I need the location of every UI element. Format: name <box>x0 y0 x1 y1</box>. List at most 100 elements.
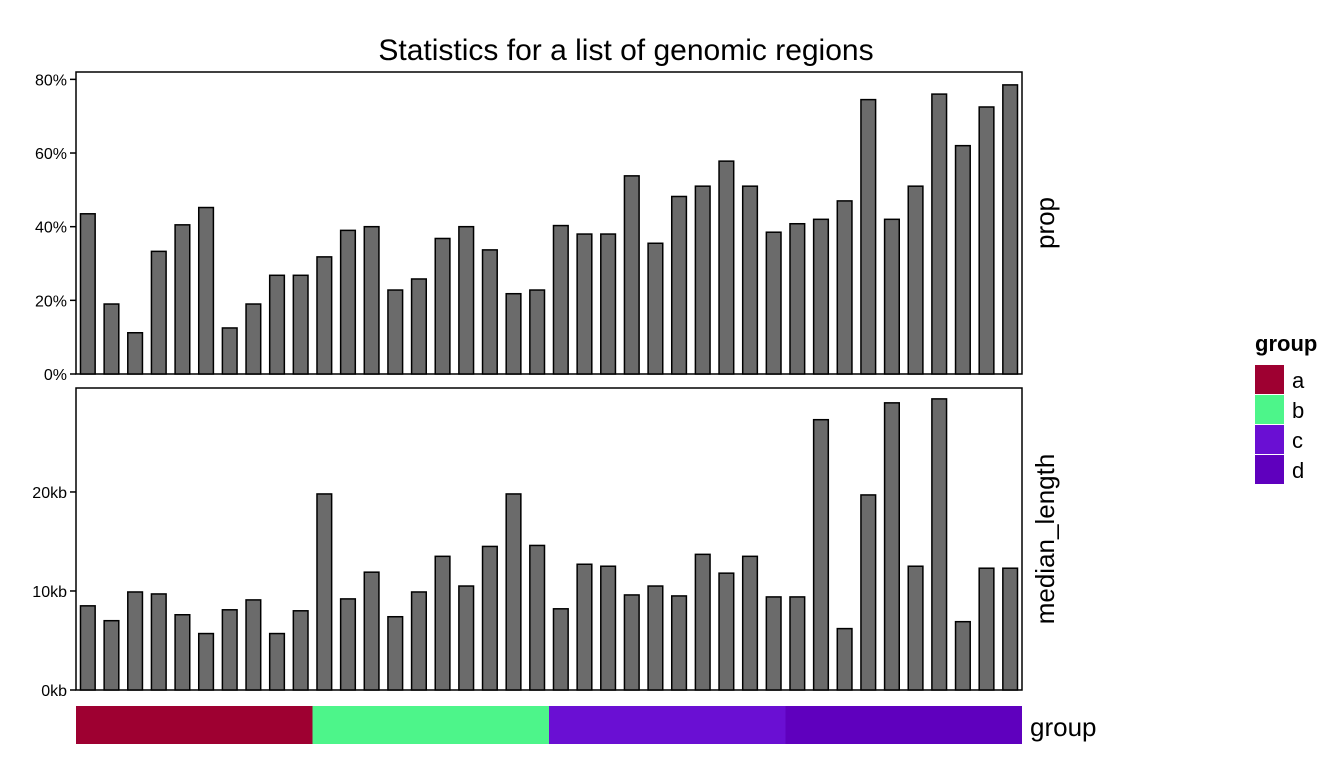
prop-bar <box>954 144 971 375</box>
median-length-bar <box>954 620 971 691</box>
legend-swatch-b <box>1255 395 1284 424</box>
prop-bars <box>79 84 1019 375</box>
legend-label-a: a <box>1292 368 1305 393</box>
median-length-panel-label: median_length <box>1030 454 1060 625</box>
legend-title: group <box>1255 331 1317 356</box>
median-length-bar <box>363 571 380 691</box>
prop-bar <box>1002 84 1019 375</box>
prop-panel: 0% 20% 40% 60% 80% prop <box>35 71 1060 384</box>
prop-bar <box>741 185 759 375</box>
median-length-bar <box>529 544 546 691</box>
prop-bar <box>458 225 475 375</box>
prop-y-tick-label: 0% <box>44 367 67 384</box>
median-length-y-tick-label: 10kb <box>32 584 67 601</box>
prop-bar <box>812 218 830 375</box>
prop-bar <box>363 225 380 375</box>
prop-bar <box>292 274 309 375</box>
prop-bar <box>410 278 427 375</box>
median-length-bar <box>907 565 924 691</box>
median-length-bar <box>741 555 759 691</box>
median-length-bar <box>552 608 569 691</box>
legend-swatch-d <box>1255 455 1284 484</box>
median-length-bar <box>197 632 215 691</box>
median-length-y-tick-label: 0kb <box>41 683 67 700</box>
prop-y-tick-label: 60% <box>35 146 67 163</box>
median-length-bar <box>718 572 735 691</box>
median-length-bar <box>623 594 640 691</box>
group-strip: group <box>76 706 1097 744</box>
median-length-bar <box>765 596 782 691</box>
prop-bar <box>718 160 735 375</box>
median-length-bar <box>978 567 995 691</box>
median-length-bar <box>647 585 664 691</box>
prop-bar <box>860 98 877 375</box>
median-length-bar <box>789 596 806 691</box>
median-length-bar <box>268 632 286 691</box>
prop-bar <box>576 233 593 375</box>
median-length-panel-frame <box>75 387 1023 691</box>
prop-bar <box>221 327 238 375</box>
prop-bar <box>505 292 522 375</box>
prop-y-tick-label: 40% <box>35 220 67 237</box>
median-length-bar <box>600 565 617 691</box>
median-length-bar <box>387 615 404 691</box>
median-length-bars <box>79 398 1019 691</box>
prop-bar <box>978 106 995 375</box>
legend-label-d: d <box>1292 458 1304 483</box>
prop-bar <box>174 224 191 375</box>
prop-bar <box>127 332 144 375</box>
median-length-bar <box>576 563 593 691</box>
median-length-bar <box>836 627 853 691</box>
median-length-bar <box>150 593 167 691</box>
median-length-bar <box>79 605 96 691</box>
prop-bar <box>765 231 782 375</box>
prop-bar <box>434 237 451 375</box>
prop-bar <box>552 224 569 375</box>
prop-bar <box>789 222 806 375</box>
legend-swatch-c <box>1255 425 1284 454</box>
median-length-bar <box>458 585 475 691</box>
median-length-bar <box>339 598 357 691</box>
median-length-bar <box>670 595 688 691</box>
group-strip-segment-d <box>785 706 1022 744</box>
median-length-bar <box>860 494 877 691</box>
prop-bar <box>103 303 120 375</box>
prop-bar <box>245 303 262 375</box>
prop-panel-frame <box>75 71 1023 375</box>
median-length-bar <box>883 402 901 691</box>
prop-bar <box>931 93 948 375</box>
prop-bar <box>529 289 546 375</box>
prop-bar <box>694 185 711 375</box>
median-length-y-axis: 0kb 10kb 20kb <box>32 485 76 700</box>
legend-swatch-a <box>1255 365 1284 394</box>
median-length-bar <box>410 591 427 691</box>
legend-label-b: b <box>1292 398 1304 423</box>
prop-bar <box>197 206 215 375</box>
median-length-bar <box>1002 567 1019 691</box>
median-length-y-tick-label: 20kb <box>32 485 67 502</box>
median-length-bar <box>481 545 498 691</box>
group-strip-segments <box>76 706 1022 744</box>
prop-y-tick-label: 80% <box>35 72 67 89</box>
prop-panel-label: prop <box>1030 197 1060 249</box>
median-length-bar <box>694 553 711 691</box>
median-length-bar <box>245 599 262 691</box>
prop-bar <box>600 233 617 375</box>
median-length-bar <box>103 619 120 691</box>
median-length-bar <box>174 614 191 691</box>
prop-bar <box>623 175 640 375</box>
prop-bar <box>836 200 853 375</box>
median-length-panel: 0kb 10kb 20kb median_length <box>32 387 1060 700</box>
prop-bar <box>647 242 664 375</box>
group-strip-label: group <box>1030 712 1097 742</box>
prop-y-tick-label: 20% <box>35 293 67 310</box>
group-strip-segment-a <box>76 706 313 744</box>
prop-bar <box>150 250 167 375</box>
group-strip-segment-b <box>312 706 549 744</box>
median-length-bar <box>127 591 144 691</box>
legend-label-c: c <box>1292 428 1303 453</box>
prop-bar <box>339 229 357 375</box>
